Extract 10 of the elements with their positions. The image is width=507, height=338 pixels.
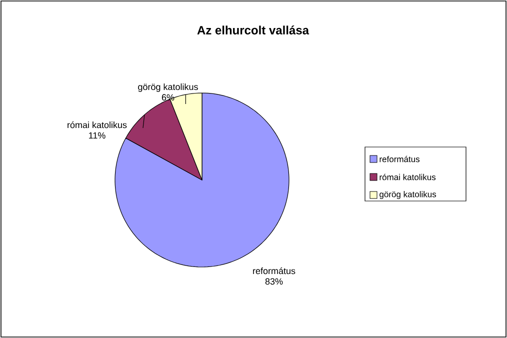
slice-label: görög katolikus <box>138 83 198 92</box>
chart-title: Az elhurcolt vallása <box>197 26 310 34</box>
data-label: 83% <box>265 278 283 285</box>
slice-label: református <box>253 267 296 274</box>
legend-label: görög katolikus <box>380 191 436 199</box>
slice-label: római katolikus <box>68 121 127 128</box>
data-label: 6% <box>162 94 174 101</box>
data-label: 11% <box>89 132 106 139</box>
legend-label: római katolikus <box>380 174 436 180</box>
legend-label: református <box>380 156 420 162</box>
